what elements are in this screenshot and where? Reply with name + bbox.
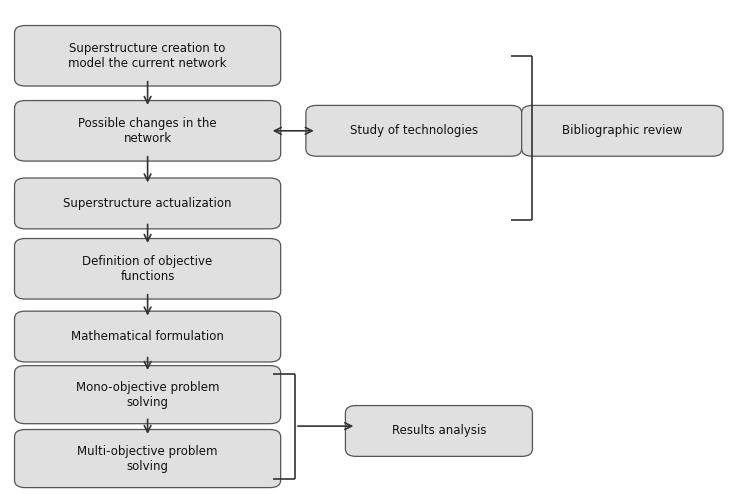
- FancyBboxPatch shape: [306, 105, 522, 156]
- FancyBboxPatch shape: [346, 406, 532, 456]
- Text: Bibliographic review: Bibliographic review: [562, 124, 683, 137]
- Text: Study of technologies: Study of technologies: [349, 124, 478, 137]
- Text: Superstructure actualization: Superstructure actualization: [63, 197, 232, 210]
- FancyBboxPatch shape: [15, 101, 280, 161]
- FancyBboxPatch shape: [15, 239, 280, 299]
- Text: Mathematical formulation: Mathematical formulation: [71, 330, 224, 343]
- Text: Results analysis: Results analysis: [392, 424, 486, 438]
- Text: Multi-objective problem
solving: Multi-objective problem solving: [77, 445, 218, 473]
- FancyBboxPatch shape: [15, 311, 280, 362]
- Text: Mono-objective problem
solving: Mono-objective problem solving: [76, 381, 219, 409]
- FancyBboxPatch shape: [15, 429, 280, 488]
- FancyBboxPatch shape: [15, 178, 280, 229]
- Text: Superstructure creation to
model the current network: Superstructure creation to model the cur…: [68, 42, 227, 70]
- Text: Possible changes in the
network: Possible changes in the network: [79, 117, 217, 145]
- Text: Definition of objective
functions: Definition of objective functions: [82, 255, 213, 283]
- FancyBboxPatch shape: [522, 105, 723, 156]
- FancyBboxPatch shape: [15, 26, 280, 86]
- FancyBboxPatch shape: [15, 366, 280, 424]
